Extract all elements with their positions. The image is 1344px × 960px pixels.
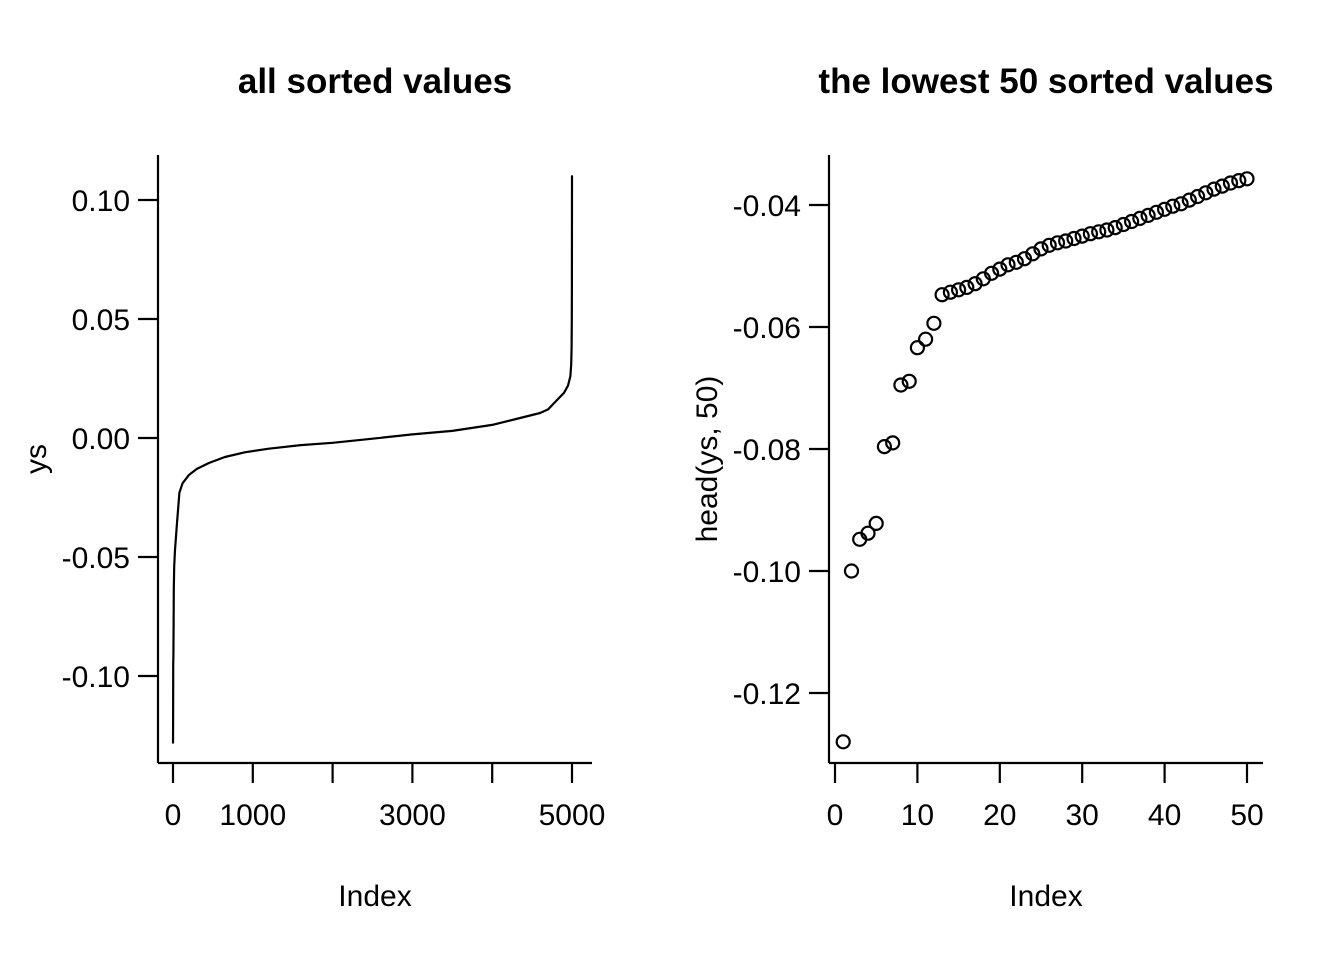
data-point [1033,241,1049,257]
data-point [1189,188,1206,205]
left-x-axis-label: Index [338,880,412,913]
right-y-tick-label: -0.04 [733,190,801,223]
right-x-axis-label: Index [1009,880,1083,913]
right-y-tick-label: -0.10 [733,556,801,589]
data-point [1025,246,1041,262]
right-panel: -0.04 -0.06 -0.08 -0.10 -0.12 0 10 20 30 40 50 [733,155,1264,832]
data-point [967,276,983,292]
data-point [992,261,1008,277]
data-point [1000,257,1016,273]
right-x-tick-label: 0 [827,799,844,832]
left-y-tick-label: 0.10 [72,185,130,218]
data-point [1198,185,1214,201]
right-x-tick-label: 40 [1148,799,1181,832]
data-point [885,435,901,451]
data-point [1115,216,1132,233]
data-point [1148,204,1165,220]
data-point [983,265,1000,281]
data-point [1206,181,1222,197]
data-point [1049,235,1066,251]
data-point [1016,251,1033,267]
left-y-tick-label: 0.05 [72,304,130,337]
left-x-tick-label: 1000 [219,799,286,832]
right-x-tick-label: 20 [983,799,1016,832]
data-point [1082,226,1099,242]
right-y-tick-label: -0.06 [733,312,801,345]
data-point [893,377,909,393]
data-point [1091,224,1107,240]
data-point [909,340,926,356]
data-point [1099,222,1115,238]
sorted-values-curve [171,175,574,744]
data-point [1066,230,1082,247]
data-point [860,525,876,541]
data-point [843,563,860,579]
data-point [1222,175,1239,191]
data-point [917,331,934,347]
data-point [1008,254,1024,270]
data-point [1123,213,1140,230]
data-point [1156,201,1173,217]
left-y-tick-label: -0.05 [62,542,130,575]
data-point [1140,207,1156,223]
data-point [868,515,884,532]
data-point [934,287,950,303]
data-point [901,373,917,389]
right-panel-title: the lowest 50 sorted values [818,62,1274,101]
data-point [1165,198,1181,214]
data-point [1107,220,1123,236]
right-y-tick-label: -0.08 [733,434,801,467]
data-point [1173,196,1189,212]
left-panel: 0.10 0.05 0.00 -0.05 -0.10 0 1000 3000 5000 [62,155,606,832]
data-point [942,284,959,300]
data-point [926,315,942,331]
right-x-tick-label: 10 [901,799,934,832]
right-y-tick-label: -0.12 [733,678,801,711]
left-x-tick-label: 3000 [379,799,446,832]
data-point [950,282,967,298]
data-point [1231,173,1247,189]
left-x-tick-label: 5000 [539,799,606,832]
data-point [1214,178,1230,194]
data-point [1058,233,1074,249]
left-y-tick-label: 0.00 [72,423,130,456]
data-point [1074,228,1090,244]
data-point [876,439,893,455]
data-point [835,734,851,750]
data-point [1041,237,1057,253]
data-point [1181,192,1197,208]
left-panel-title: all sorted values [237,62,513,101]
data-point [959,279,975,295]
left-x-tick-label: 0 [165,799,182,832]
left-y-tick-label: -0.10 [62,661,130,694]
data-point [1239,171,1255,187]
right-x-tick-label: 50 [1230,799,1263,832]
data-point [1132,210,1148,226]
right-x-tick-label: 30 [1066,799,1099,832]
